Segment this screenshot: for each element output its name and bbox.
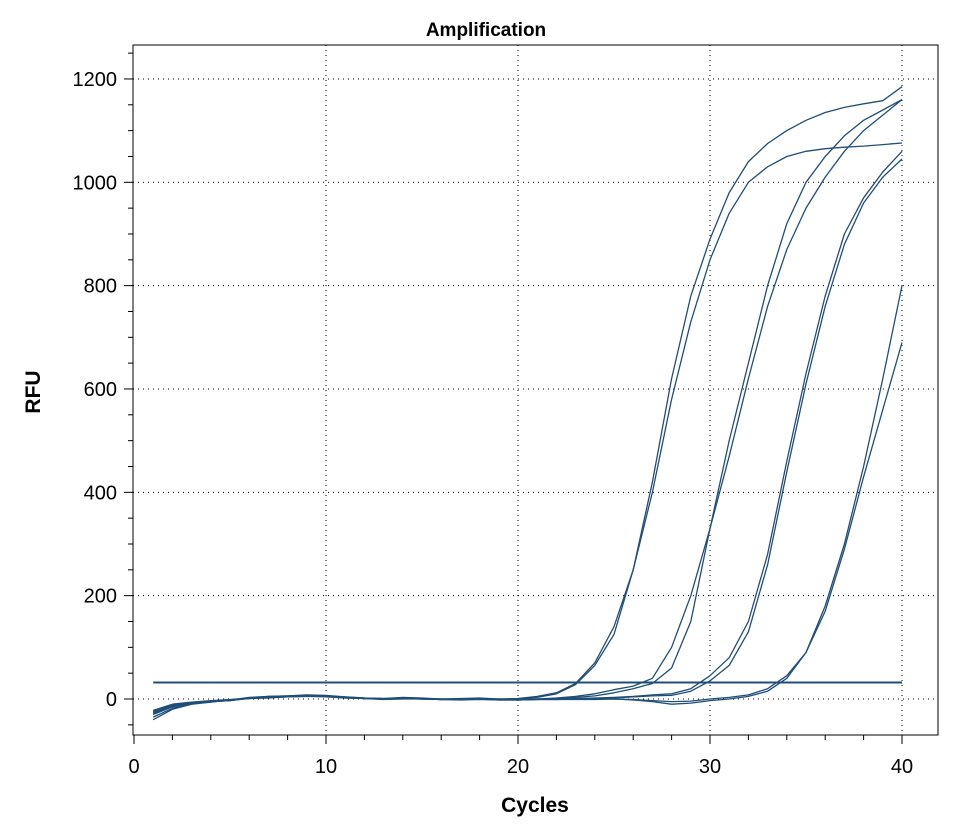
x-tick-label: 10 [315,756,337,778]
axis-ticks: 0 200 400 600 800 1000 1200 0 10 20 30 40 [73,52,913,778]
y-tick-label: 400 [84,482,117,504]
y-tick-label: 600 [84,379,117,401]
chart-title: Amplification [426,20,546,41]
series-line-7 [152,285,903,713]
y-tick-label: 1000 [73,172,118,194]
series-line-3 [152,99,903,713]
y-tick-label: 0 [106,689,117,711]
x-tick-label: 30 [699,756,721,778]
grid [133,45,938,735]
y-tick-label: 200 [84,586,117,608]
x-tick-label: 40 [891,756,913,778]
series-layer [152,86,903,721]
series-line-8 [152,342,903,714]
x-tick-label: 0 [128,756,139,778]
series-line-2 [152,86,903,721]
y-tick-label: 1200 [73,69,118,91]
x-axis-label: Cycles [501,794,569,817]
y-axis-label: RFU [22,370,45,413]
series-line-4 [152,99,903,715]
series-line-5 [153,150,903,712]
plot-frame [132,44,939,736]
series-line-1 [152,142,903,716]
x-tick-label: 20 [507,756,529,778]
y-tick-label: 800 [84,276,117,298]
